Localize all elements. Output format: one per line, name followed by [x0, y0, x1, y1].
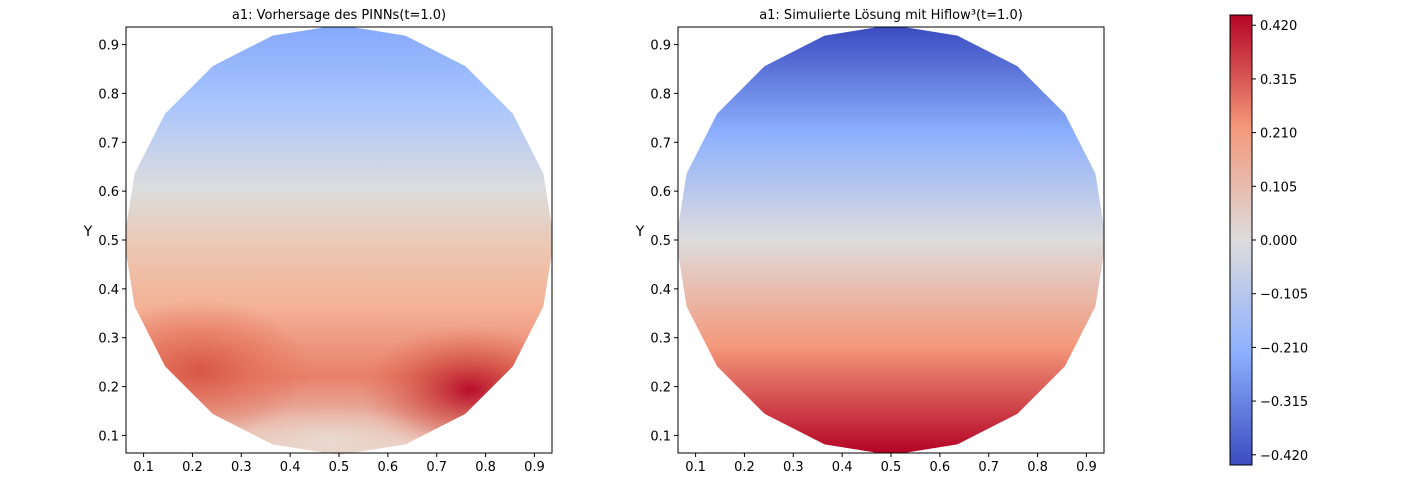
hiflow-x-tick-label: 0.6: [930, 460, 951, 475]
hiflow-y-axis-label: Y: [635, 224, 645, 240]
hiflow-x-tick-label: 0.3: [783, 460, 804, 475]
colorbar-tick-label: −0.420: [1260, 449, 1308, 464]
panel-pinn: 0.1 0.2 0.3 0.4 0.5 0.6 0.7 0.8 0.9 0.1 0.2 0.3 0.4…: [83, 8, 554, 475]
hiflow-field: [678, 27, 1104, 453]
hiflow-y-tick-label: 0.4: [650, 283, 671, 298]
pinn-title: a1: Vorhersage des PINNs(t=1.0): [232, 8, 446, 23]
pinn-y-tick-label: 0.9: [98, 39, 119, 54]
pinn-y-tick-label: 0.1: [98, 429, 119, 444]
hiflow-x-ticks: 0.1 0.2 0.3 0.4 0.5 0.6 0.7 0.8 0.9: [685, 453, 1097, 475]
pinn-y-tick-label: 0.7: [98, 136, 119, 151]
colorbar-ticks: −0.420 −0.315 −0.210 −0.105 0.000 0.105 0.210 0…: [1252, 19, 1308, 464]
hiflow-y-tick-label: 0.3: [650, 332, 671, 347]
hiflow-y-tick-label: 0.8: [650, 87, 671, 102]
pinn-x-tick-label: 0.6: [378, 460, 399, 475]
hiflow-y-tick-label: 0.9: [650, 39, 671, 54]
pinn-y-tick-label: 0.2: [98, 381, 119, 396]
pinn-y-tick-label: 0.8: [98, 87, 119, 102]
pinn-x-tick-label: 0.3: [231, 460, 252, 475]
hiflow-y-tick-label: 0.7: [650, 136, 671, 151]
colorbar-tick-label: −0.210: [1260, 341, 1308, 356]
pinn-x-tick-label: 0.7: [426, 460, 447, 475]
pinn-x-tick-label: 0.9: [524, 460, 545, 475]
hiflow-x-tick-label: 0.1: [685, 460, 706, 475]
colorbar-tick-label: 0.000: [1260, 234, 1297, 249]
pinn-y-tick-label: 0.6: [98, 185, 119, 200]
colorbar: −0.420 −0.315 −0.210 −0.105 0.000 0.105 0.210 0…: [1229, 14, 1308, 466]
colorbar-tick-label: −0.315: [1260, 395, 1308, 410]
hiflow-y-ticks: 0.1 0.2 0.3 0.4 0.5 0.6 0.7 0.8 0.9: [650, 39, 678, 444]
pinn-y-ticks: 0.1 0.2 0.3 0.4 0.5 0.6 0.7 0.8 0.9: [98, 39, 126, 444]
pinn-y-tick-label: 0.4: [98, 283, 119, 298]
panel-hiflow: 0.1 0.2 0.3 0.4 0.5 0.6 0.7 0.8 0.9 0.1 0.2 0.3 0.4…: [635, 8, 1105, 475]
colorbar-tick-label: 0.105: [1260, 180, 1297, 195]
pinn-x-tick-label: 0.5: [329, 460, 350, 475]
colorbar-tick-label: −0.105: [1260, 288, 1308, 303]
pinn-field: [124, 27, 554, 455]
hiflow-y-tick-label: 0.1: [650, 429, 671, 444]
hiflow-title: a1: Simulierte Lösung mit Hiflow³(t=1.0): [759, 8, 1023, 23]
pinn-x-ticks: 0.1 0.2 0.3 0.4 0.5 0.6 0.7 0.8 0.9: [133, 453, 545, 475]
colorbar-tick-label: 0.315: [1260, 73, 1297, 88]
pinn-x-tick-label: 0.1: [133, 460, 154, 475]
hiflow-y-tick-label: 0.6: [650, 185, 671, 200]
hiflow-y-tick-label: 0.2: [650, 381, 671, 396]
pinn-y-tick-label: 0.5: [98, 234, 119, 249]
hiflow-x-tick-label: 0.9: [1076, 460, 1097, 475]
hiflow-y-tick-label: 0.5: [650, 234, 671, 249]
hiflow-x-tick-label: 0.5: [881, 460, 902, 475]
hiflow-x-tick-label: 0.8: [1027, 460, 1048, 475]
pinn-x-tick-label: 0.4: [280, 460, 301, 475]
colorbar-gradient: [1230, 15, 1252, 465]
pinn-y-tick-label: 0.3: [98, 332, 119, 347]
hiflow-x-tick-label: 0.7: [978, 460, 999, 475]
hiflow-x-tick-label: 0.2: [734, 460, 755, 475]
pinn-x-tick-label: 0.8: [475, 460, 496, 475]
pinn-cool-bottom: [220, 405, 440, 455]
colorbar-tick-label: 0.210: [1260, 127, 1297, 142]
hiflow-x-tick-label: 0.4: [832, 460, 853, 475]
pinn-y-axis-label: Y: [83, 224, 93, 240]
colorbar-tick-label: 0.420: [1260, 19, 1297, 34]
pinn-x-tick-label: 0.2: [182, 460, 203, 475]
